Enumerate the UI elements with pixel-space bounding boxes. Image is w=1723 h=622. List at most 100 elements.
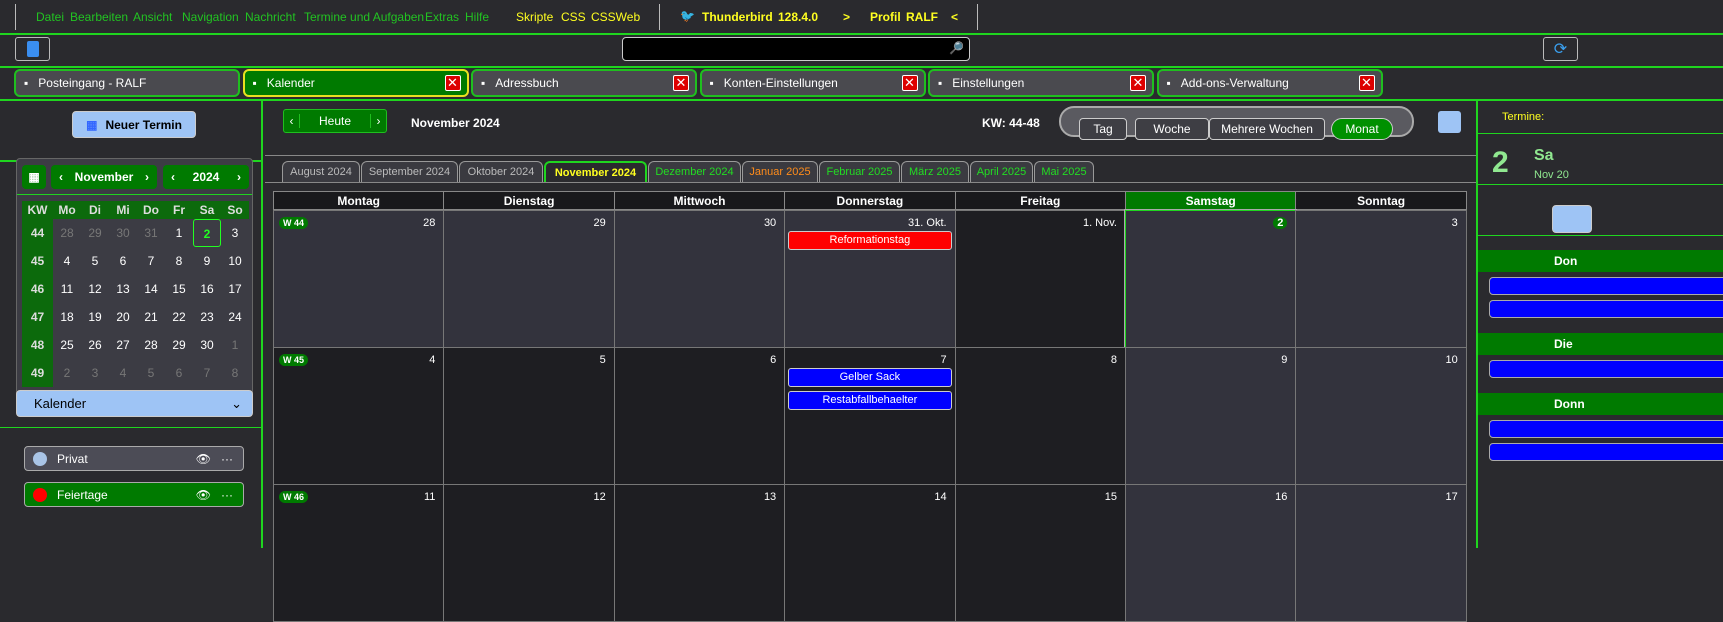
week-badge[interactable]: W 45 [279,354,309,366]
layout-icon[interactable] [1438,111,1461,133]
mini-day[interactable]: 8 [175,254,183,268]
agenda-event[interactable] [1489,360,1723,378]
day-cell[interactable]: 13 [613,484,786,622]
tab-kalender[interactable]: ▪ Kalender ✕ [242,69,469,97]
view-woche-button[interactable]: Woche [1135,118,1209,140]
mini-day[interactable]: 26 [88,338,102,352]
day-cell[interactable]: 15 [954,484,1126,622]
mini-day[interactable]: 13 [116,282,130,296]
day-cell[interactable]: 2 [1123,209,1298,349]
eye-icon[interactable]: 👁 [195,451,211,466]
day-cell[interactable]: 28 W 44 [273,210,445,348]
mini-day[interactable]: 7 [147,254,155,268]
day-cell[interactable]: 9 [1125,347,1297,485]
menu-item[interactable]: Ansicht [133,10,173,24]
month-tab[interactable]: April 2025 [970,161,1033,182]
mini-day[interactable]: 24 [228,310,242,324]
month-tab[interactable]: November 2024 [544,161,647,182]
mini-day[interactable]: 20 [116,310,130,324]
more-icon[interactable]: ··· [221,487,233,502]
mini-day[interactable]: 28 [144,338,158,352]
agenda-new-event-button[interactable] [1552,205,1592,233]
mini-day[interactable]: 11 [60,282,74,296]
view-tag-button[interactable]: Tag [1079,118,1127,140]
day-cell[interactable]: 30 [613,210,786,348]
day-cell[interactable]: 10 [1295,347,1467,485]
mini-day[interactable]: 29 [88,226,102,240]
mini-day[interactable]: 22 [172,310,186,324]
next-button[interactable]: › [370,114,386,128]
week-number[interactable]: 49 [22,359,53,387]
close-icon[interactable]: ✕ [901,75,918,91]
calendar-dropdown[interactable]: Kalender ⌄ [16,390,253,417]
mini-day[interactable]: 18 [60,310,74,324]
menu-item[interactable]: Navigation [182,10,239,24]
mini-day[interactable]: 25 [60,338,74,352]
week-number[interactable]: 46 [22,275,53,303]
day-cell[interactable]: 6 [613,347,786,485]
close-icon[interactable]: ✕ [444,75,461,91]
menu-item[interactable]: Termine und Aufgaben [304,10,425,24]
mini-day[interactable]: 5 [91,254,99,268]
app-menu-button[interactable] [15,37,50,61]
mini-day[interactable]: 1 [175,226,183,240]
menu-item[interactable]: Datei [36,10,65,24]
mini-day[interactable]: 28 [60,226,74,240]
menu-item[interactable]: Extras [425,10,460,24]
week-number[interactable]: 45 [22,247,53,275]
month-tab[interactable]: Mai 2025 [1034,161,1094,182]
day-cell[interactable]: 8 [954,347,1126,485]
event[interactable]: Restabfallbehaelter [788,391,952,410]
today-button[interactable]: Heute [318,114,352,128]
menu-item[interactable]: Nachricht [245,10,296,24]
mini-day[interactable]: 6 [175,366,183,380]
tab-add-ons-verwaltung[interactable]: ▪ Add-ons-Verwaltung ✕ [1156,69,1383,97]
mini-day[interactable]: 15 [172,282,186,296]
day-cell[interactable]: 7 Gelber Sack Restabfallbehaelter [784,347,956,485]
day-cell[interactable]: 11 W 46 [273,484,445,622]
day-cell[interactable]: 5 [443,347,615,485]
event[interactable]: Reformationstag [788,231,952,250]
month-tab[interactable]: Februar 2025 [819,161,900,182]
mini-day[interactable]: 8 [231,366,239,380]
close-icon[interactable]: ✕ [1130,75,1146,91]
menu-item[interactable]: Hilfe [465,10,490,24]
mini-day[interactable]: 2 [193,219,221,247]
mini-day[interactable]: 29 [172,338,186,352]
mini-day[interactable]: 3 [231,226,239,240]
tab-einstellungen[interactable]: ▪ Einstellungen ✕ [928,69,1154,97]
mini-day[interactable]: 30 [116,226,130,240]
agenda-event[interactable] [1489,420,1723,438]
week-number[interactable]: 44 [22,219,53,247]
next-month-button[interactable]: › [145,170,149,184]
mini-day[interactable]: 16 [200,282,214,296]
day-cell[interactable]: 31. Okt. Reformationstag [784,210,956,348]
mini-day[interactable]: 31 [144,226,158,240]
mini-day[interactable]: 21 [144,310,158,324]
menu-item[interactable]: Bearbeiten [70,10,129,24]
tab-posteingang-ralf[interactable]: ▪ Posteingang - RALF [14,69,240,97]
mini-day[interactable]: 4 [119,366,127,380]
month-tab[interactable]: März 2025 [901,161,969,182]
agenda-event[interactable] [1489,300,1723,318]
eye-icon[interactable]: 👁 [195,487,211,502]
mini-day[interactable]: 14 [144,282,158,296]
day-cell[interactable]: 12 [443,484,615,622]
mini-day[interactable]: 4 [63,254,71,268]
day-cell[interactable]: 29 [443,210,615,348]
mini-day[interactable]: 7 [203,366,211,380]
menu-extra-item[interactable]: Skripte [516,10,554,24]
mini-day[interactable]: 17 [228,282,242,296]
week-number[interactable]: 47 [22,303,53,331]
tab-adressbuch[interactable]: ▪ Adressbuch ✕ [471,69,697,97]
calendar-item[interactable]: Privat 👁 ··· [24,446,244,471]
prev-year-button[interactable]: ‹ [171,170,175,184]
new-event-button[interactable]: ▦ Neuer Termin [72,111,196,138]
close-icon[interactable]: ✕ [673,75,689,91]
mini-day[interactable]: 6 [119,254,127,268]
calendar-item[interactable]: Feiertage 👁 ··· [24,482,244,507]
view-monat-button[interactable]: Monat [1331,118,1393,140]
day-cell[interactable]: 1. Nov. [954,210,1126,348]
day-cell[interactable]: 16 [1125,484,1297,622]
mini-day[interactable]: 1 [231,338,239,352]
